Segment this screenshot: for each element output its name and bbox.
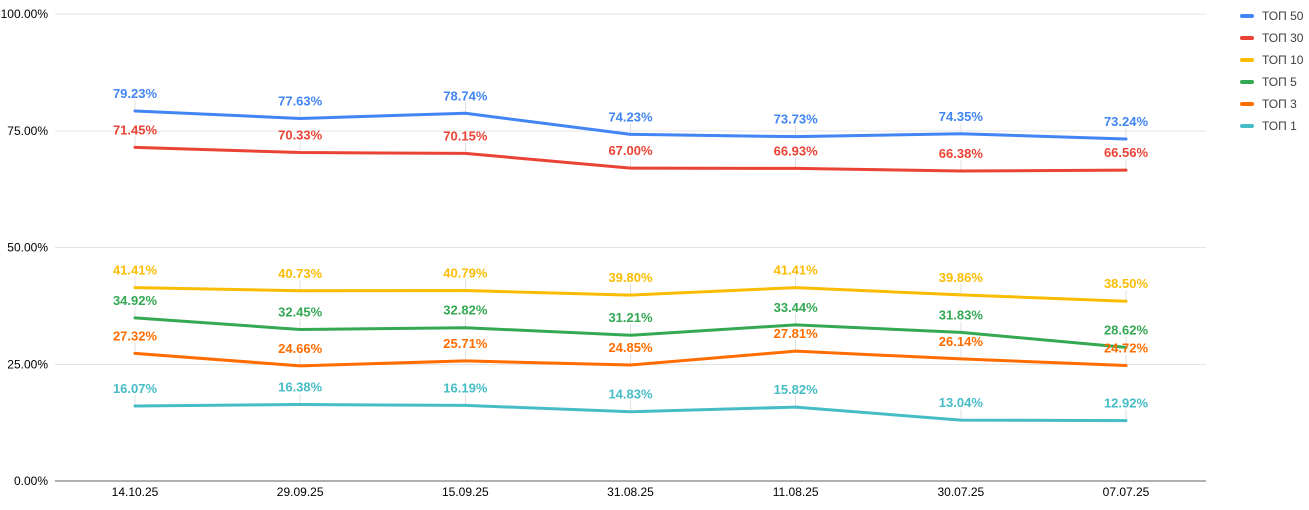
y-axis-tick-label: 0.00%: [14, 474, 48, 488]
legend-label: ТОП 10: [1262, 53, 1304, 67]
legend-item-top-3: ТОП 3: [1240, 93, 1303, 115]
data-label-top-30: 66.38%: [939, 146, 984, 161]
data-label-top-30: 70.15%: [443, 128, 488, 143]
data-label-top-5: 28.62%: [1104, 322, 1149, 337]
series-line-top-5: [133, 316, 1128, 349]
data-label-top-5: 34.92%: [113, 293, 158, 308]
data-label-top-10: 38.50%: [1104, 276, 1149, 291]
series-line-top-1: [133, 403, 1128, 423]
legend-swatch-icon: [1240, 124, 1254, 128]
data-label-top-10: 40.79%: [443, 266, 488, 281]
data-label-top-5: 31.21%: [608, 310, 653, 325]
data-label-top-3: 26.14%: [939, 334, 984, 349]
series-line-top-10: [133, 286, 1128, 303]
y-axis-tick-label: 50.00%: [7, 241, 48, 255]
data-label-top-30: 71.45%: [113, 122, 158, 137]
legend-item-top-1: ТОП 1: [1240, 115, 1303, 137]
data-label-top-3: 27.32%: [113, 328, 158, 343]
data-label-top-1: 14.83%: [608, 387, 653, 402]
legend-swatch-icon: [1240, 36, 1254, 40]
data-label-top-50: 73.24%: [1104, 114, 1149, 129]
legend-label: ТОП 1: [1262, 119, 1297, 133]
data-label-top-10: 40.73%: [278, 266, 323, 281]
data-label-top-10: 41.41%: [113, 263, 158, 278]
data-label-top-50: 77.63%: [278, 93, 323, 108]
data-label-top-5: 32.45%: [278, 304, 323, 319]
data-label-top-1: 16.38%: [278, 380, 323, 395]
legend-label: ТОП 30: [1262, 31, 1304, 45]
data-label-top-5: 32.82%: [443, 303, 488, 318]
legend-swatch-icon: [1240, 80, 1254, 84]
data-label-top-30: 67.00%: [608, 143, 653, 158]
data-label-top-10: 41.41%: [774, 263, 819, 278]
x-axis-tick-label: 15.09.25: [442, 485, 489, 499]
data-label-top-50: 78.74%: [443, 88, 488, 103]
legend-label: ТОП 3: [1262, 97, 1297, 111]
x-axis-tick-label: 31.08.25: [607, 485, 654, 499]
legend-item-top-50: ТОП 50: [1240, 5, 1303, 27]
data-label-top-30: 66.56%: [1104, 145, 1149, 160]
y-axis-tick-label: 100.00%: [1, 7, 49, 21]
data-label-top-5: 33.44%: [774, 300, 819, 315]
legend-label: ТОП 50: [1262, 9, 1304, 23]
y-axis-tick-label: 75.00%: [7, 124, 48, 138]
data-label-top-50: 74.23%: [608, 109, 653, 124]
data-label-top-1: 12.92%: [1104, 396, 1149, 411]
legend-label: ТОП 5: [1262, 75, 1297, 89]
data-label-top-50: 73.73%: [774, 112, 819, 127]
x-axis-tick-label: 11.08.25: [773, 485, 819, 499]
y-axis-tick-label: 25.00%: [7, 357, 48, 371]
data-label-top-1: 15.82%: [774, 382, 819, 397]
legend: ТОП 50 ТОП 30 ТОП 10 ТОП 5 ТОП 3 ТОП 1: [1240, 5, 1303, 137]
legend-item-top-10: ТОП 10: [1240, 49, 1303, 71]
data-label-top-50: 79.23%: [113, 86, 158, 101]
legend-swatch-icon: [1240, 14, 1254, 18]
x-axis-tick-label: 14.10.25: [112, 485, 159, 499]
data-label-top-50: 74.35%: [939, 109, 984, 124]
data-label-top-10: 39.80%: [608, 270, 653, 285]
data-label-top-3: 27.81%: [774, 326, 819, 341]
data-label-top-3: 25.71%: [443, 336, 488, 351]
data-label-top-3: 24.85%: [608, 340, 653, 355]
data-label-top-1: 13.04%: [939, 395, 984, 410]
series-line-top-3: [133, 349, 1128, 368]
data-label-top-30: 70.33%: [278, 128, 323, 143]
legend-swatch-icon: [1240, 58, 1254, 62]
data-label-top-30: 66.93%: [774, 143, 819, 158]
legend-swatch-icon: [1240, 102, 1254, 106]
data-label-top-1: 16.19%: [443, 380, 488, 395]
x-axis-tick-label: 07.07.25: [1103, 485, 1150, 499]
legend-item-top-5: ТОП 5: [1240, 71, 1303, 93]
data-label-top-3: 24.66%: [278, 341, 323, 356]
x-axis-tick-label: 29.09.25: [277, 485, 324, 499]
data-label-top-10: 39.86%: [939, 270, 984, 285]
data-label-top-5: 31.83%: [939, 307, 984, 322]
data-label-top-3: 24.72%: [1104, 341, 1149, 356]
data-label-top-1: 16.07%: [113, 381, 158, 396]
x-axis-tick-label: 30.07.25: [937, 485, 984, 499]
series-line-top-50: [133, 109, 1128, 141]
legend-item-top-30: ТОП 30: [1240, 27, 1303, 49]
series-line-top-30: [133, 145, 1128, 173]
